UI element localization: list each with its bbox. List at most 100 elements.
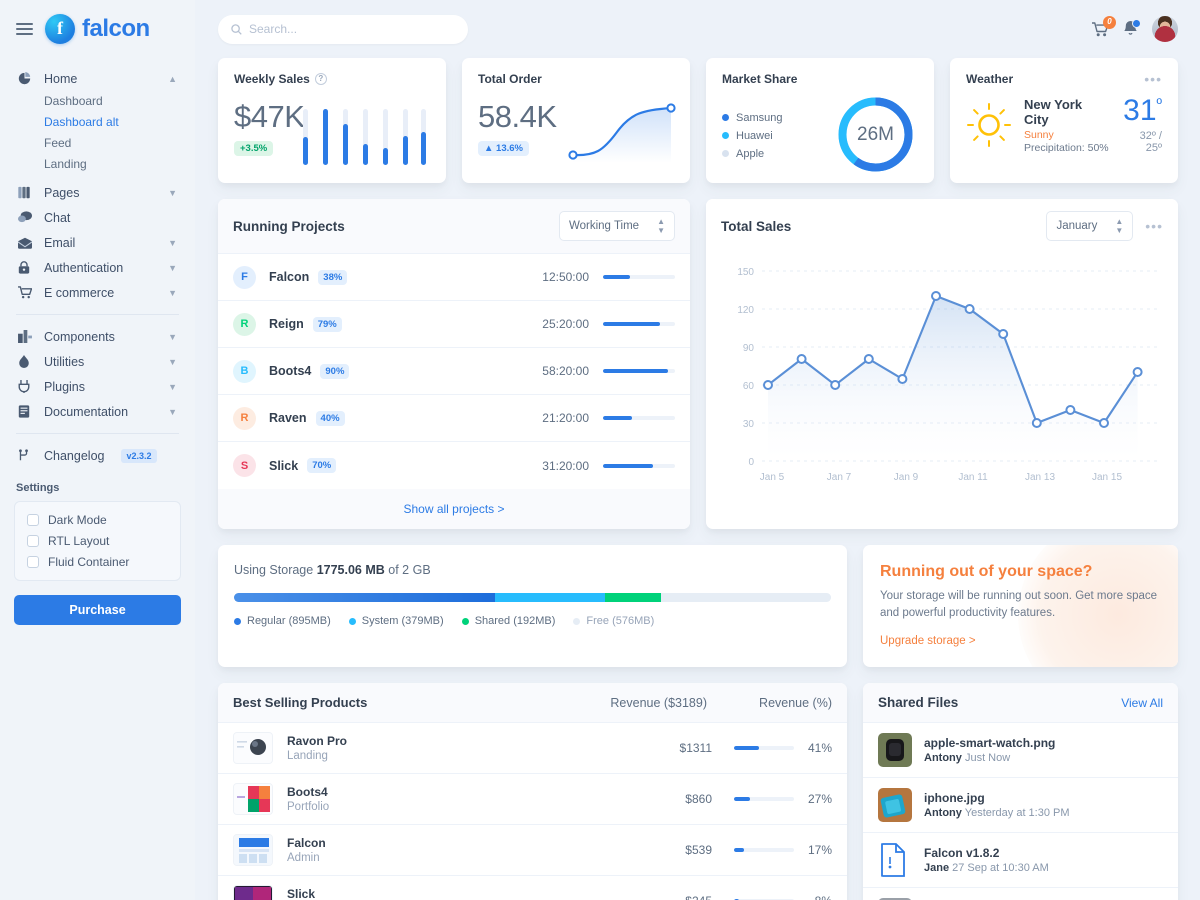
help-icon[interactable]: ? [314,73,327,85]
weather-body: New York City Sunny Precipitation: 50% 3… [966,96,1162,154]
sidebar-item-ecommerce[interactable]: E commerce ▼ [14,280,181,305]
sidebar-item-components[interactable]: Components ▼ [14,324,181,349]
sidebar-item-dashboard-alt[interactable]: Dashboard alt [44,115,119,129]
table-row[interactable]: B Boots4 90% 58:20:00 [218,348,690,395]
svg-text:90: 90 [743,343,755,354]
weather-more-icon[interactable]: ••• [1144,71,1162,87]
list-item[interactable]: iMac.jpg Rowen 23 Sep at 6:10 PM [863,888,1178,900]
sidebar-nav: Home ▲ Dashboard Dashboard alt Feed Land… [14,58,181,468]
notifications-button[interactable] [1123,19,1141,37]
market-share-title: Market Share [722,72,798,86]
brand-logo[interactable]: falcon [45,14,150,44]
table-row[interactable]: Ravon Pro Landing $1311 41% [218,723,847,775]
avatar[interactable] [1152,16,1178,42]
sidebar-item-plugins[interactable]: Plugins ▼ [14,374,181,399]
setting-fluid-container[interactable]: Fluid Container [27,555,168,569]
svg-text:Jan 11: Jan 11 [958,472,988,483]
sidebar-divider-1 [16,314,179,315]
sidebar-item-landing[interactable]: Landing [44,157,87,171]
project-percent-badge: 40% [315,410,345,426]
table-row[interactable]: F Falcon 38% 12:50:00 [218,254,690,301]
list-item[interactable]: iphone.jpg Antony Yesterday at 1:30 PM [863,778,1178,834]
working-time-select[interactable]: Working Time ▲ ▼ [558,211,675,241]
legend-dot-samsung [722,114,729,121]
legend-label-shared: Shared (192MB) [474,615,556,627]
file-time: 27 Sep at 10:30 AM [952,862,1049,875]
weather-condition: Sunny [1024,128,1054,141]
file-name: apple-smart-watch.png [924,736,1056,751]
table-row[interactable]: Falcon Admin $539 17% [218,825,847,877]
sidebar-item-pages[interactable]: Pages ▼ [14,180,181,205]
svg-text:Jan 5: Jan 5 [760,472,785,483]
weekly-sales-value: $47K [234,99,305,134]
checkbox-fluid-container[interactable] [27,556,39,568]
purchase-button[interactable]: Purchase [14,595,181,625]
sidebar-item-home[interactable]: Home ▲ [14,66,181,91]
legend-dot-shared [461,617,469,625]
market-share-card: Market Share Samsung Huawei [706,58,934,183]
sidebar-item-authentication[interactable]: Authentication ▼ [14,255,181,280]
table-row[interactable]: Slick Builder $245 8% [218,876,847,900]
market-share-donut: 26M [833,92,918,177]
sidebar-item-dashboard[interactable]: Dashboard [44,94,103,108]
sidebar-divider-2 [16,433,179,434]
project-name: Falcon [269,270,310,284]
table-row[interactable]: R Reign 79% 25:20:00 [218,301,690,348]
project-name: Slick [269,458,299,473]
total-order-line-chart [565,99,680,167]
weather-card: Weather ••• N [950,58,1178,183]
file-name: iphone.jpg [924,791,985,806]
chevron-down-icon: ▼ [168,381,177,392]
sidebar-item-chat[interactable]: Chat [14,205,181,230]
svg-text:30: 30 [743,419,755,430]
sun-icon [966,102,1012,148]
list-item[interactable]: apple-smart-watch.png Antony Just Now [863,723,1178,779]
file-sub: Antony Yesterday at 1:30 PM [924,807,1070,819]
list-item[interactable]: Falcon v1.8.2 Jane 27 Sep at 10:30 AM [863,833,1178,889]
sidebar-item-feed[interactable]: Feed [44,136,72,150]
topbar: 0 [195,0,1200,58]
product-category: Portfolio [287,801,330,814]
storage-legend: Regular (895MB) System (379MB) Shared (1… [234,615,831,627]
checkbox-dark-mode[interactable] [27,514,39,526]
settings-heading: Settings [16,482,60,494]
month-select[interactable]: January ▲ ▼ [1046,211,1134,241]
sidebar-item-changelog[interactable]: Changelog v2.3.2 [14,443,181,468]
total-order-change: ▲ 13.6% [478,141,529,156]
sidebar-item-documentation[interactable]: Documentation ▼ [14,399,181,424]
select-arrows-icon: ▲ ▼ [1115,217,1124,235]
project-name: Boots4 [269,364,312,378]
legend-label-free: Free (576MB) [586,615,655,627]
table-row[interactable]: R Raven 40% 21:20:00 [218,395,690,442]
checkbox-rtl-layout[interactable] [27,535,39,547]
setting-rtl-layout[interactable]: RTL Layout [27,534,168,548]
table-row[interactable]: S Slick 70% 31:20:00 [218,442,690,489]
project-progress [603,275,675,279]
sidebar-item-utilities[interactable]: Utilities ▼ [14,349,181,374]
sidebar-label-chat: Chat [44,210,71,225]
file-user: Jane [924,862,950,875]
setting-dark-mode[interactable]: Dark Mode [27,513,168,527]
chevron-down-icon: ▼ [168,187,177,198]
legend-label-regular: Regular (895MB) [247,615,331,627]
view-all-link[interactable]: View All [1121,695,1163,710]
weather-header: Weather ••• [966,72,1162,86]
show-all-projects-link[interactable]: Show all projects > [403,502,505,516]
projects-sales-row: Running Projects Working Time ▲ ▼ F Falco… [218,199,1178,529]
total-order-title: Total Order [478,72,542,86]
storage-card: Using Storage 1775.06 MB of 2 GB Regular… [218,545,847,668]
total-sales-chart: 150 120 90 60 30 0 [706,245,1178,511]
project-avatar: B [233,359,256,383]
weather-title: Weather [966,72,1014,86]
file-name: Falcon v1.8.2 [924,846,1000,861]
promo-card: Running out of your space? Your storage … [863,545,1178,668]
search-box[interactable] [218,14,468,44]
total-sales-more-icon[interactable]: ••• [1145,218,1163,234]
sidebar-item-email[interactable]: Email ▼ [14,230,181,255]
menu-toggle-icon[interactable] [16,23,33,35]
legend-label-huawei: Huawei [736,129,773,142]
upgrade-storage-link[interactable]: Upgrade storage > [880,635,976,648]
table-row[interactable]: Boots4 Portfolio $860 27% [218,774,847,826]
search-input[interactable] [249,22,455,36]
cart-button[interactable]: 0 [1092,15,1116,37]
